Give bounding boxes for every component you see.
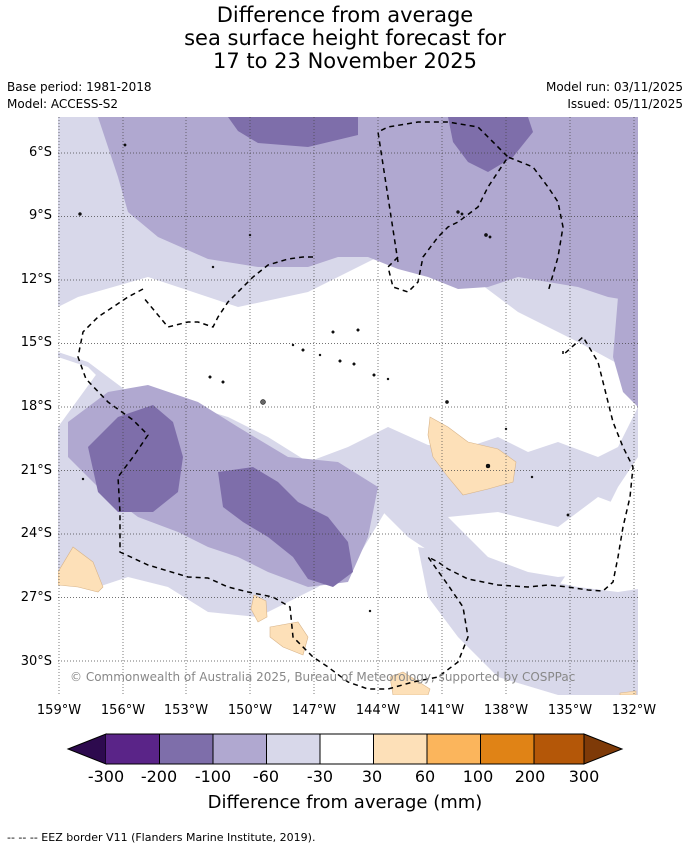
lon-label-138w: 138°W	[483, 703, 529, 718]
colorbar-seg-neg60	[213, 734, 267, 764]
lat-label-9s: 9°S	[28, 208, 52, 223]
model-run: Model run: 03/11/2025	[545, 80, 683, 94]
contour-neg100-north	[228, 117, 358, 147]
base-period: Base period: 1981-2018	[7, 80, 152, 94]
lat-label-27s: 27°S	[20, 590, 52, 605]
issued-date: Issued: 05/11/2025	[567, 97, 683, 111]
colorbar-dividers	[106, 733, 584, 765]
contour-pos30-south-1	[250, 594, 268, 623]
lat-label-15s: 15°S	[20, 335, 52, 350]
lon-label-141w: 141°W	[419, 703, 465, 718]
lon-label-135w: 135°W	[547, 703, 593, 718]
eez-french-polynesia-north	[387, 156, 564, 293]
title-line-3: 17 to 23 November 2025	[213, 49, 477, 73]
colorbar-seg-neg100	[159, 734, 213, 764]
colorbar-label-pos300: 300	[568, 767, 600, 786]
colorbar-seg-zero	[320, 734, 374, 764]
lon-label-147w: 147°W	[291, 703, 337, 718]
contour-pos30-central	[427, 416, 517, 496]
contour-neg100-ne	[448, 117, 533, 172]
eez-line-islands	[142, 256, 313, 328]
colorbar-seg-pos30	[373, 734, 427, 764]
colorbar-label-pos100: 100	[462, 767, 494, 786]
lon-label-156w: 156°W	[100, 703, 146, 718]
colorbar-seg-pos200	[534, 734, 584, 764]
colorbar-label-neg100: -100	[194, 767, 232, 786]
eez-borders	[77, 121, 634, 690]
colorbar-seg-neg200	[106, 734, 160, 764]
eez-legend: -- -- -- EEZ border V11 (Flanders Marine…	[7, 831, 316, 844]
sea-level-map: © Commonwealth of Australia 2025, Bureau…	[58, 117, 638, 695]
lon-label-159w: 159°W	[36, 703, 82, 718]
contour-pos30-south-2	[269, 621, 309, 656]
lat-label-18s: 18°S	[20, 399, 52, 414]
model-name: Model: ACCESS-S2	[7, 97, 119, 111]
contour-neg100-south	[218, 467, 353, 587]
colorbar-label-neg200: -200	[140, 767, 178, 786]
colorbar-label-neg60: -60	[252, 767, 280, 786]
lat-label-24s: 24°S	[20, 526, 52, 541]
colorbar-seg-neg30	[266, 734, 320, 764]
colorbar-label-pos200: 200	[514, 767, 546, 786]
lat-label-21s: 21°S	[20, 463, 52, 478]
contour-neg60-east	[613, 287, 638, 407]
contour-pos30-west	[58, 546, 104, 593]
colorbar-label-pos30: 30	[361, 767, 383, 786]
colorbar-label-neg30: -30	[306, 767, 334, 786]
colorbar	[66, 733, 624, 765]
lat-label-12s: 12°S	[20, 272, 52, 287]
contour-pos30-corner	[619, 690, 637, 695]
contour-neg60-north	[98, 117, 638, 302]
eez-marquesas	[377, 121, 509, 263]
contour-near-zero	[58, 257, 638, 462]
copyright-notice: © Commonwealth of Australia 2025, Bureau…	[70, 670, 575, 684]
lon-label-132w: 132°W	[611, 703, 657, 718]
colorbar-seg-pos60	[427, 734, 481, 764]
title-line-2: sea surface height forecast for	[184, 26, 506, 50]
lon-label-150w: 150°W	[227, 703, 273, 718]
lon-label-144w: 144°W	[355, 703, 401, 718]
islands	[78, 143, 570, 613]
contour-neg100-southwest	[88, 405, 183, 512]
lon-label-153w: 153°W	[163, 703, 209, 718]
colorbar-label-neg300: -300	[87, 767, 125, 786]
contour-neg30-east	[418, 547, 638, 695]
graticule	[58, 117, 638, 695]
colorbar-seg-pos100	[480, 734, 534, 764]
colorbar-label-pos60: 60	[414, 767, 436, 786]
contour-near-zero-se	[448, 497, 638, 577]
colorbar-title: Difference from average (mm)	[207, 792, 483, 813]
colorbar-arrow-right	[583, 733, 624, 765]
lat-label-6s: 6°S	[28, 145, 52, 160]
title-line-1: Difference from average	[216, 3, 474, 27]
lat-label-30s: 30°S	[20, 654, 52, 669]
colorbar-arrow-left	[66, 733, 107, 765]
